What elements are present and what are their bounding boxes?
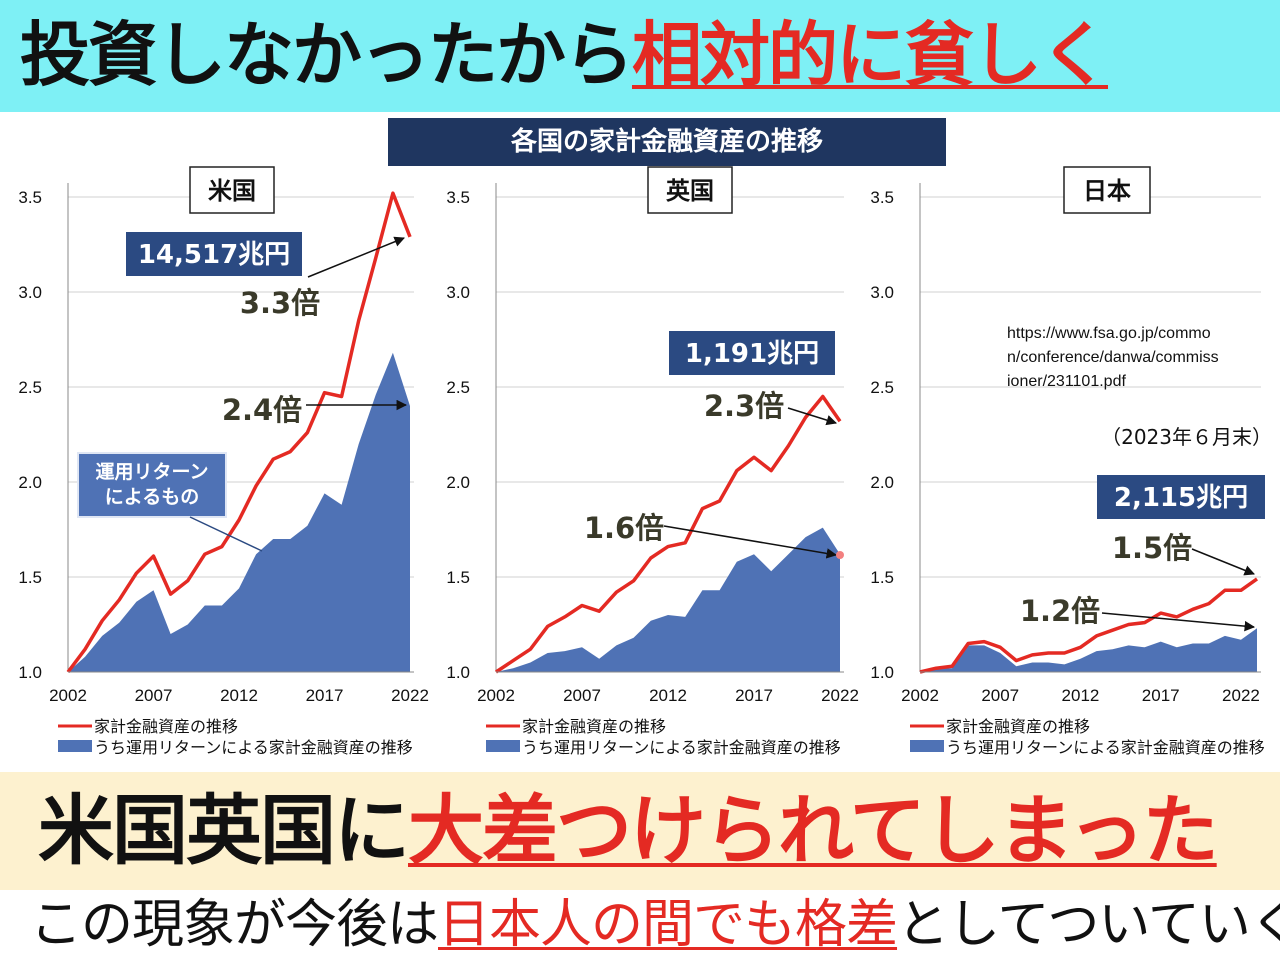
x-tick-label: 2007 xyxy=(135,686,173,705)
x-tick-label: 2002 xyxy=(49,686,87,705)
y-tick-label: 1.5 xyxy=(446,568,470,587)
uk-value-label: 1,191兆円 xyxy=(685,339,819,369)
country-title-box xyxy=(189,166,275,214)
us-multiplier-return: 2.4倍 xyxy=(222,393,302,427)
country-title: 日本 xyxy=(1083,177,1131,205)
chart-header: 各国の家計金融資産の推移 xyxy=(388,118,946,166)
y-tick-label: 1.0 xyxy=(18,663,42,682)
y-tick-label: 2.0 xyxy=(18,473,42,492)
uk-multiplier-return: 1.6倍 xyxy=(584,511,664,545)
uk-multiplier-total: 2.3倍 xyxy=(704,389,784,423)
x-tick-label: 2012 xyxy=(220,686,258,705)
bottom-line: この現象が今後は日本人の間でも格差としてついていく xyxy=(30,892,1280,958)
x-tick-label: 2017 xyxy=(735,686,773,705)
x-tick-label: 2017 xyxy=(1142,686,1180,705)
legend-area-label: うち運用リターンによる家計金融資産の推移 xyxy=(946,738,1265,757)
highlight-dot xyxy=(836,551,844,559)
line-series xyxy=(495,394,842,674)
jp-value-label-box xyxy=(1097,475,1265,519)
x-tick-label: 2002 xyxy=(901,686,939,705)
annotation-arrow xyxy=(663,525,838,559)
country-title-box xyxy=(1063,166,1151,214)
chart-panel-2: 1.0 1.5 2.0 2.5 3.0 3.5 2002 2007 2012 2017 2022 英国… xyxy=(446,166,859,757)
x-tick-label: 2022 xyxy=(391,686,429,705)
date-note: （2023年６月末） xyxy=(1101,425,1272,449)
mid-banner: 米国英国に大差つけられてしまった xyxy=(0,772,1280,890)
y-tick-label: 1.0 xyxy=(446,663,470,682)
x-tick-label: 2007 xyxy=(563,686,601,705)
area-series xyxy=(920,628,1257,672)
y-tick-label: 1.5 xyxy=(870,568,894,587)
line-series xyxy=(919,577,1259,674)
x-tick-label: 2017 xyxy=(306,686,344,705)
y-tick-label: 3.5 xyxy=(446,188,470,207)
us-value-label: 14,517兆円 xyxy=(138,240,290,270)
country-title: 米国 xyxy=(208,177,256,205)
annotation-arrow xyxy=(1191,548,1255,576)
bottom-red: 日本人の間でも格差 xyxy=(438,895,898,955)
charts-area: 1.0 1.5 2.0 2.5 3.0 3.5 2002 2007 2012 2017 2022 米国… xyxy=(18,166,1272,757)
chart-panel-3: 1.0 1.5 2.0 2.5 3.0 3.5 2002 2007 2012 2017 2022 日本… xyxy=(870,166,1265,757)
y-tick-label: 3.0 xyxy=(446,283,470,302)
annotation-arrow xyxy=(307,236,405,278)
us-multiplier-total: 3.3倍 xyxy=(240,286,320,320)
uk-value-label-box xyxy=(669,331,835,375)
chart-panel-1: 1.0 1.5 2.0 2.5 3.0 3.5 2002 2007 2012 2017 2022 米国… xyxy=(18,166,429,757)
y-tick-label: 2.5 xyxy=(446,378,470,397)
x-tick-label: 2012 xyxy=(649,686,687,705)
y-tick-label: 3.0 xyxy=(18,283,42,302)
legend-area-swatch xyxy=(910,740,944,752)
country-title: 英国 xyxy=(666,177,714,205)
legend-area-label: うち運用リターンによる家計金融資産の推移 xyxy=(522,738,841,757)
annotation-arrow xyxy=(787,407,838,426)
legend-line-label: 家計金融資産の推移 xyxy=(522,717,666,736)
y-tick-label: 2.5 xyxy=(18,378,42,397)
x-tick-label: 2007 xyxy=(981,686,1019,705)
bottom-part1: この現象が今後は xyxy=(30,895,439,955)
x-tick-label: 2002 xyxy=(477,686,515,705)
top-banner: 投資しなかったから相対的に貧しく xyxy=(0,0,1280,112)
country-title-box xyxy=(647,166,733,214)
legend-area-label: うち運用リターンによる家計金融資産の推移 xyxy=(94,738,413,757)
y-tick-label: 2.5 xyxy=(870,378,894,397)
jp-multiplier-return: 1.2倍 xyxy=(1020,594,1100,628)
line-series xyxy=(66,191,412,674)
bottom-part2: としてついていく xyxy=(897,895,1280,955)
y-tick-label: 2.0 xyxy=(870,473,894,492)
area-series xyxy=(496,527,840,672)
source-url-line: https://www.fsa.go.jp/commo xyxy=(1007,325,1211,342)
y-tick-label: 1.5 xyxy=(18,568,42,587)
us-callout-line: によるもの xyxy=(105,486,199,508)
source-url-line: ioner/231101.pdf xyxy=(1007,373,1126,390)
x-tick-label: 2012 xyxy=(1062,686,1100,705)
area-series xyxy=(68,352,410,672)
x-tick-label: 2022 xyxy=(821,686,859,705)
legend-area-swatch xyxy=(486,740,520,752)
page-title: 投資しなかったから相対的に貧しく xyxy=(20,8,1110,103)
legend-line-label: 家計金融資産の推移 xyxy=(94,717,238,736)
y-tick-label: 3.5 xyxy=(870,188,894,207)
title-red: 相対的に貧しく xyxy=(632,14,1110,96)
y-tick-label: 2.0 xyxy=(446,473,470,492)
us-callout-line: 運用リターン xyxy=(95,461,208,483)
mid-red: 大差つけられてしまった xyxy=(408,786,1219,875)
legend-line-label: 家計金融資産の推移 xyxy=(946,717,1090,736)
annotation-arrow xyxy=(1101,612,1256,632)
mid-title: 米国英国に大差つけられてしまった xyxy=(38,772,1219,890)
mid-black: 米国英国に xyxy=(38,786,410,875)
y-tick-label: 3.0 xyxy=(870,283,894,302)
x-tick-label: 2022 xyxy=(1222,686,1260,705)
legend-area-swatch xyxy=(58,740,92,752)
y-tick-label: 1.0 xyxy=(870,663,894,682)
jp-multiplier-total: 1.5倍 xyxy=(1112,531,1192,565)
title-black: 投資しなかったから xyxy=(20,14,634,96)
y-tick-label: 3.5 xyxy=(18,188,42,207)
us-callout-leader xyxy=(189,516,263,552)
us-callout-box xyxy=(77,452,227,518)
us-value-label-box xyxy=(126,232,302,276)
source-url-line: n/conference/danwa/commiss xyxy=(1007,349,1219,366)
jp-value-label: 2,115兆円 xyxy=(1114,483,1248,513)
